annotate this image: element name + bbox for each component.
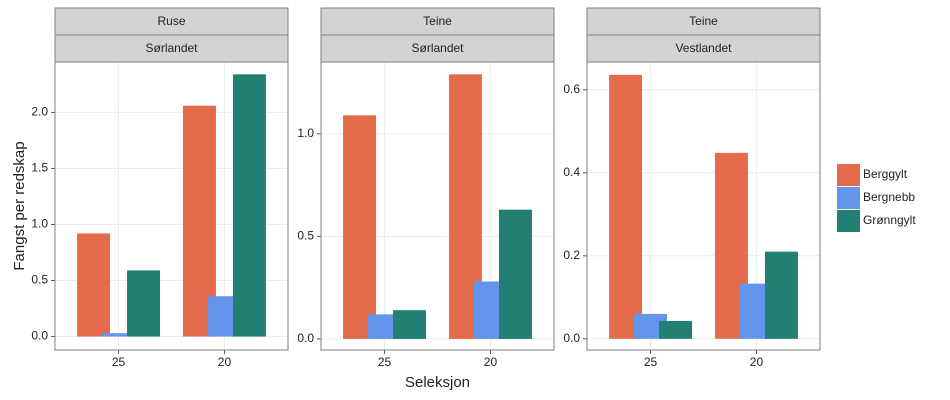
x-tick-label: 25 [112,355,126,369]
y-axis-label: Fangst per redskap [11,141,28,270]
strip-label: Ruse [157,14,185,28]
bar [102,333,136,337]
y-tick-label: 2.0 [31,105,48,119]
y-tick-label: 1.5 [31,161,48,175]
legend-key [837,187,860,209]
strip [54,7,289,36]
y-tick-label: 0.2 [563,248,580,262]
strip-label: Vestlandet [675,41,732,55]
bar [343,115,377,339]
legend-key [837,164,860,186]
x-axis-label: Seleksjon [405,374,470,391]
bar [498,209,532,339]
y-tick-label: 0.0 [297,331,314,345]
y-tick-label: 0.0 [31,329,48,343]
bar [232,74,266,337]
x-tick-label: 20 [218,355,232,369]
y-tick-label: 1.0 [297,126,314,140]
y-tick-label: 0.0 [563,331,580,345]
strip [320,7,555,36]
bar [127,270,161,337]
strip-label: Teine [689,14,718,28]
panel-border [320,61,555,351]
legend-label: Bergnebb [863,190,915,204]
y-tick-label: 0.4 [563,165,580,179]
legend-key [837,210,860,232]
bar [764,251,798,339]
y-tick-label: 0.5 [297,229,314,243]
strip-label: Sørlandet [411,41,464,55]
y-tick-label: 1.0 [31,217,48,231]
strip [54,34,289,63]
panel-border [54,61,289,351]
x-tick-label: 20 [484,355,498,369]
x-tick-label: 20 [750,355,764,369]
legend-label: Berggylt [863,167,908,181]
x-tick-label: 25 [644,355,658,369]
bar [77,233,111,337]
legend-label: Grønngylt [863,213,916,227]
panel-border [586,61,821,351]
strip-label: Teine [423,14,452,28]
bar [393,310,427,339]
bar [609,74,643,339]
strip-label: Sørlandet [145,41,198,55]
bar [659,320,693,339]
y-tick-label: 0.6 [563,82,580,96]
y-tick-label: 0.5 [31,273,48,287]
x-tick-label: 25 [378,355,392,369]
